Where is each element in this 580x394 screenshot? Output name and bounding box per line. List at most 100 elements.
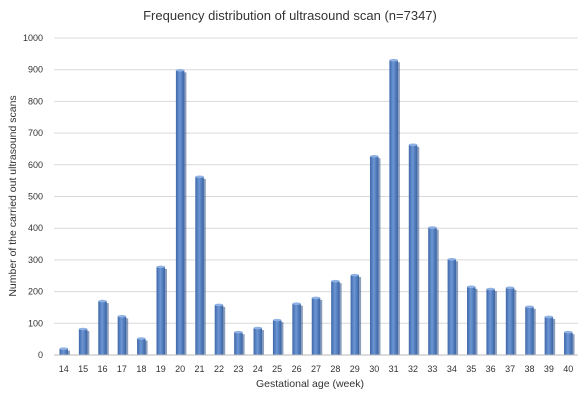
bar-top bbox=[117, 315, 127, 318]
x-tick-label: 15 bbox=[78, 364, 88, 374]
bar-32 bbox=[408, 144, 418, 355]
x-tick-label: 31 bbox=[389, 364, 399, 374]
x-tick-label: 23 bbox=[233, 364, 243, 374]
x-tick-label: 40 bbox=[563, 364, 573, 374]
bar-top bbox=[505, 286, 515, 290]
bar-top bbox=[272, 318, 282, 322]
y-tick-label: 800 bbox=[28, 96, 43, 106]
bar-24 bbox=[253, 328, 263, 355]
bar-top bbox=[486, 287, 495, 291]
bar-top bbox=[350, 273, 360, 277]
x-tick-label: 20 bbox=[175, 364, 185, 374]
bar-38 bbox=[525, 306, 534, 355]
bar-top bbox=[137, 337, 146, 340]
bar-35 bbox=[467, 286, 476, 355]
x-tick-label: 34 bbox=[447, 364, 457, 374]
y-tick-label: 1000 bbox=[23, 33, 43, 43]
gridlines bbox=[54, 37, 578, 356]
x-tick-label: 16 bbox=[98, 364, 108, 374]
y-tick-label: 500 bbox=[28, 192, 43, 202]
x-tick-label: 38 bbox=[524, 364, 534, 374]
bar-top bbox=[234, 330, 243, 334]
y-tick-label: 900 bbox=[28, 65, 43, 75]
bar-26 bbox=[292, 303, 301, 355]
x-tick-label: 29 bbox=[350, 364, 360, 374]
y-tick-label: 100 bbox=[28, 318, 43, 328]
x-tick-label: 36 bbox=[486, 364, 496, 374]
x-tick-label: 21 bbox=[195, 364, 205, 374]
x-tick-label: 35 bbox=[466, 364, 476, 374]
bar-20 bbox=[175, 70, 185, 356]
bar-16 bbox=[98, 301, 107, 355]
x-tick-label: 18 bbox=[136, 364, 146, 374]
y-tick-label: 300 bbox=[28, 255, 43, 265]
x-tick-label: 27 bbox=[311, 364, 321, 374]
bar-top bbox=[195, 175, 204, 179]
y-axis-ticks: 0 100 200 300 400 500 600 700 800 900 1000 bbox=[23, 33, 43, 360]
y-tick-label: 600 bbox=[28, 160, 43, 170]
bar-top bbox=[428, 226, 437, 229]
bar-top bbox=[525, 305, 534, 309]
bar-40 bbox=[564, 332, 573, 355]
y-tick-label: 700 bbox=[28, 128, 43, 138]
y-axis-label: Number of the carried out ultrasound sca… bbox=[7, 95, 19, 296]
x-tick-label: 26 bbox=[292, 364, 302, 374]
bar-top bbox=[214, 303, 224, 307]
bar-top bbox=[389, 58, 398, 62]
y-tick-label: 400 bbox=[28, 223, 43, 233]
bar-15 bbox=[78, 329, 88, 355]
bar-23 bbox=[234, 332, 243, 355]
bar-30 bbox=[369, 156, 379, 355]
x-tick-label: 24 bbox=[253, 364, 263, 374]
bar-22 bbox=[214, 304, 224, 355]
bar-14 bbox=[59, 348, 68, 355]
y-tick-label: 200 bbox=[28, 287, 43, 297]
bar-37 bbox=[505, 287, 515, 355]
bar-17 bbox=[117, 316, 127, 355]
x-tick-label: 17 bbox=[117, 364, 127, 374]
bar-19 bbox=[156, 266, 165, 355]
bar-29 bbox=[350, 275, 360, 355]
bar-top bbox=[78, 327, 88, 331]
bar-31 bbox=[389, 60, 398, 355]
bar-top bbox=[292, 302, 301, 305]
x-tick-label: 28 bbox=[330, 364, 340, 374]
bar-33 bbox=[428, 227, 437, 355]
x-tick-label: 19 bbox=[156, 364, 166, 374]
x-tick-label: 22 bbox=[214, 364, 224, 374]
bar-top bbox=[369, 154, 379, 158]
bar-28 bbox=[331, 281, 340, 355]
bar-top bbox=[98, 299, 107, 303]
x-axis-ticks: 14 15 16 17 18 19 20 21 22 23 24 25 26 27 28 29 30 31 32 33… bbox=[59, 364, 574, 374]
bar-top bbox=[331, 279, 340, 283]
x-axis-label: Gestational age (week) bbox=[256, 378, 364, 390]
bar-top bbox=[447, 257, 457, 261]
chart-title: Frequency distribution of ultrasound sca… bbox=[143, 8, 437, 23]
x-tick-label: 33 bbox=[427, 364, 437, 374]
bar-top bbox=[564, 330, 573, 334]
bar-top bbox=[544, 315, 554, 319]
bar-top bbox=[408, 143, 418, 147]
x-tick-label: 39 bbox=[544, 364, 554, 374]
x-tick-label: 32 bbox=[408, 364, 418, 374]
bar-top bbox=[467, 285, 476, 289]
y-tick-label: 0 bbox=[38, 350, 43, 360]
bar-25 bbox=[272, 320, 282, 355]
x-tick-label: 25 bbox=[272, 364, 282, 374]
bar-27 bbox=[311, 297, 321, 355]
x-tick-label: 30 bbox=[369, 364, 379, 374]
bar-39 bbox=[544, 316, 554, 355]
bar-top bbox=[253, 326, 263, 330]
bar-18 bbox=[137, 338, 146, 355]
bar-top bbox=[59, 347, 68, 350]
bar-top bbox=[175, 69, 185, 72]
bar-21 bbox=[195, 176, 204, 355]
x-tick-label: 37 bbox=[505, 364, 515, 374]
bar-top bbox=[156, 265, 165, 269]
bars bbox=[59, 58, 575, 356]
bar-top bbox=[311, 296, 321, 300]
bar-36 bbox=[486, 289, 495, 355]
x-tick-label: 14 bbox=[59, 364, 69, 374]
bar-34 bbox=[447, 259, 457, 355]
